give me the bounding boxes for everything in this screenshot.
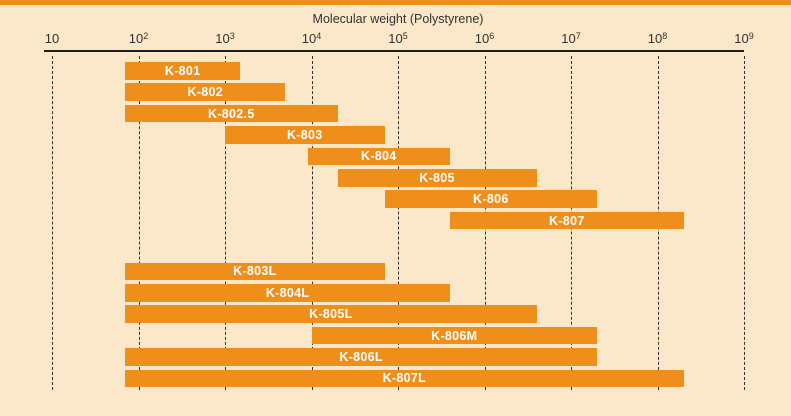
range-bar-k-804l: K-804L — [125, 284, 451, 302]
bar-label: K-805 — [419, 170, 455, 185]
x-tick-label-10e1: 10 — [44, 31, 60, 46]
range-bar-k-807l: K-807L — [125, 369, 684, 388]
x-tick-label-10e7: 107 — [561, 31, 581, 46]
gridline-10e1 — [52, 56, 53, 390]
gridline-10e4 — [311, 56, 313, 390]
x-tick-label-10e8: 108 — [647, 31, 668, 46]
gridline-10e2 — [138, 56, 140, 390]
bar-label: K-804 — [361, 149, 397, 164]
bar-label: K-806M — [431, 328, 478, 343]
gridline-10e9 — [744, 56, 745, 390]
x-tick-label-10e6: 106 — [474, 31, 495, 46]
bar-label: K-806L — [339, 349, 383, 364]
x-tick-label-10e4: 104 — [301, 31, 322, 46]
bar-label: K-801 — [164, 63, 201, 78]
x-tick-label-10e9: 109 — [734, 31, 754, 46]
range-bar-k-802-5: K-802.5 — [125, 104, 338, 123]
range-bar-k-806m: K-806M — [311, 326, 598, 345]
range-bar-k-806l: K-806L — [125, 348, 598, 366]
bar-label: K-807L — [382, 371, 427, 386]
x-tick-label-10e5: 105 — [388, 31, 408, 46]
range-bar-k-802: K-802 — [125, 83, 286, 101]
range-bar-k-805: K-805 — [337, 169, 537, 187]
bar-label: K-803L — [233, 264, 277, 279]
range-bar-k-801: K-801 — [125, 62, 241, 80]
gridline-10e5 — [398, 56, 399, 390]
gridline-10e3 — [225, 56, 226, 390]
bar-label: K-804L — [265, 285, 310, 300]
x-tick-label-10e3: 103 — [215, 31, 235, 46]
bar-label: K-807 — [549, 213, 585, 228]
bar-label: K-806 — [473, 192, 509, 207]
chart-title: Molecular weight (Polystyrene) — [312, 12, 484, 26]
range-bar-k-803l: K-803L — [125, 262, 385, 281]
range-bar-k-804: K-804 — [307, 147, 451, 166]
bar-label: K-802 — [187, 85, 224, 100]
bar-label: K-802.5 — [208, 106, 255, 121]
range-bar-k-805l: K-805L — [125, 305, 537, 323]
range-bar-k-803: K-803 — [225, 126, 385, 144]
bar-label: K-803 — [287, 127, 323, 142]
range-bar-k-806: K-806 — [384, 190, 598, 208]
x-tick-label-10e2: 102 — [128, 31, 149, 46]
range-bar-k-807: K-807 — [450, 211, 684, 230]
top-border-strip — [0, 0, 791, 5]
x-axis-line — [44, 50, 744, 52]
bar-label: K-805L — [309, 307, 353, 322]
